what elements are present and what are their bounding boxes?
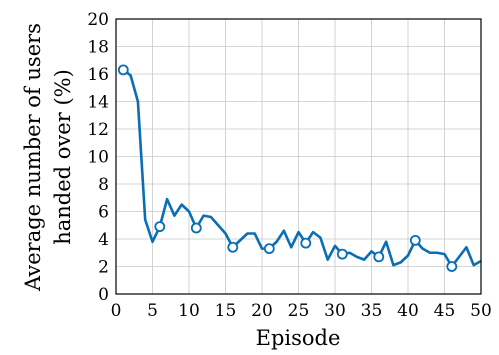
y-tick-label: 18: [87, 38, 109, 58]
data-point-marker: [409, 234, 421, 246]
x-tick-label: 5: [147, 301, 158, 321]
data-point-marker: [263, 243, 275, 255]
x-axis-ticks: 0 5 10 15 20 25 30 35 40 45 50: [111, 301, 492, 321]
data-point-marker: [373, 251, 385, 263]
x-tick-label: 50: [470, 301, 492, 321]
y-tick-label: 14: [87, 93, 109, 113]
series-markers: [117, 64, 458, 272]
y-tick-label: 0: [98, 285, 109, 305]
series-line: [122, 68, 482, 268]
data-point-marker: [300, 237, 312, 249]
y-tick-label: 12: [87, 120, 109, 140]
x-tick-label: 15: [215, 301, 237, 321]
data-point-marker: [446, 261, 458, 272]
grid: [115, 18, 482, 295]
data-point-marker: [190, 222, 202, 234]
y-axis-title: Average number of users handed over (%): [21, 23, 75, 292]
y-axis-title-line-1: Average number of users: [21, 23, 45, 292]
y-axis-ticks: 0 2 4 6 8 10 12 14 16 18 20: [87, 10, 109, 305]
x-tick-label: 35: [361, 301, 383, 321]
data-point-marker: [154, 221, 166, 233]
y-tick-label: 2: [98, 258, 109, 278]
x-tick-label: 40: [397, 301, 419, 321]
plot-frame: [115, 18, 482, 295]
data-point-marker: [336, 248, 348, 260]
data-point-marker: [227, 241, 239, 253]
x-tick-label: 10: [178, 301, 200, 321]
y-tick-label: 10: [87, 148, 109, 168]
y-tick-label: 6: [98, 203, 109, 223]
x-tick-label: 30: [324, 301, 346, 321]
y-axis-title-line-2: handed over (%): [51, 69, 75, 245]
y-tick-label: 20: [87, 10, 109, 30]
data-point-marker: [117, 64, 129, 76]
x-axis-title: Episode: [256, 326, 341, 350]
x-tick-label: 45: [434, 301, 456, 321]
y-tick-label: 16: [87, 65, 109, 85]
x-tick-label: 20: [251, 301, 273, 321]
y-tick-label: 4: [98, 230, 109, 250]
y-tick-label: 8: [98, 175, 109, 195]
x-tick-label: 25: [288, 301, 310, 321]
x-tick-label: 0: [111, 301, 122, 321]
